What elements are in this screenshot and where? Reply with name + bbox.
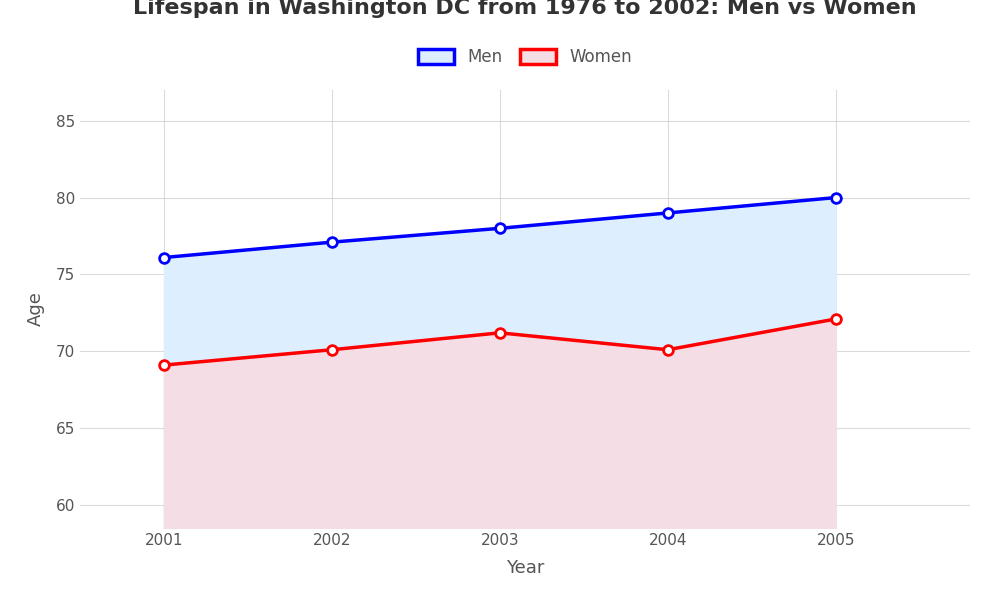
Y-axis label: Age: Age [27,292,45,326]
Title: Lifespan in Washington DC from 1976 to 2002: Men vs Women: Lifespan in Washington DC from 1976 to 2… [133,0,917,17]
X-axis label: Year: Year [506,559,544,577]
Legend: Men, Women: Men, Women [411,41,639,73]
